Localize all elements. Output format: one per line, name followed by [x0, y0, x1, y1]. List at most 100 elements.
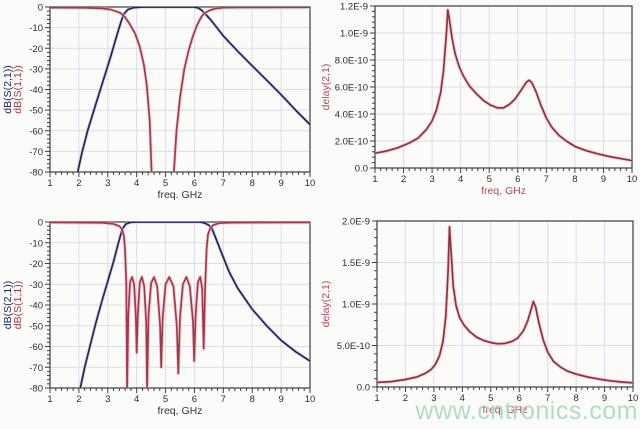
svg-text:3: 3 — [429, 174, 434, 185]
svg-text:4: 4 — [134, 394, 139, 405]
svg-text:5: 5 — [487, 174, 492, 185]
svg-text:9: 9 — [278, 394, 283, 405]
trace-delay-2-1- — [377, 225, 633, 385]
svg-text:6: 6 — [515, 174, 520, 185]
svg-text:4: 4 — [134, 178, 139, 189]
y-axis-title: dB(S(1,1)) — [12, 65, 24, 113]
svg-text:3: 3 — [105, 178, 110, 189]
svg-text:-30: -30 — [29, 64, 43, 75]
svg-text:9: 9 — [278, 178, 283, 189]
chart-svg: 1 2 3 4 5 6 7 8 9 10 2.0E-9 1.5E-9 1.0E-9 5.0E-10 0.0 f… — [320, 217, 639, 417]
trace-db-s-1-1- — [50, 222, 310, 388]
svg-text:6: 6 — [192, 178, 197, 189]
svg-text:0.0: 0.0 — [357, 383, 370, 394]
svg-text:8: 8 — [250, 178, 255, 189]
svg-text:9: 9 — [601, 174, 606, 185]
svg-text:8.0E-10: 8.0E-10 — [335, 56, 368, 67]
svg-text:1: 1 — [372, 174, 377, 185]
svg-text:4: 4 — [460, 393, 465, 404]
x-axis-title: freq, GHz — [158, 405, 203, 417]
svg-text:2: 2 — [403, 393, 408, 404]
svg-text:2: 2 — [401, 174, 406, 185]
svg-text:7: 7 — [545, 393, 550, 404]
svg-text:-20: -20 — [29, 259, 43, 270]
x-axis-ticks — [49, 172, 311, 177]
y-axis-ticks — [370, 5, 375, 169]
trace-db-s-1-1- — [50, 7, 310, 172]
chart-sparams-maximally-flat-bandpass: 1 2 3 4 5 6 7 8 9 10 0 -10 -20 -30 -40 -50 -60 -70 -80 freq… — [0, 0, 320, 215]
svg-text:10: 10 — [305, 178, 316, 189]
svg-text:-10: -10 — [29, 238, 43, 249]
svg-text:8: 8 — [573, 393, 578, 404]
svg-text:-70: -70 — [29, 363, 43, 374]
svg-text:0: 0 — [38, 218, 43, 229]
svg-text:10: 10 — [305, 394, 316, 405]
svg-text:10: 10 — [628, 393, 639, 404]
chart-svg: 1 2 3 4 5 6 7 8 9 10 0 -10 -20 -30 -40 -50 -60 -70 -80 freq… — [2, 218, 315, 418]
svg-text:3: 3 — [105, 394, 110, 405]
x-axis-title: freq, GHz — [481, 185, 526, 197]
svg-text:0: 0 — [38, 3, 43, 14]
svg-text:5: 5 — [163, 394, 168, 405]
x-axis-ticks — [376, 387, 634, 392]
x-axis-title: freq, GHz — [483, 404, 528, 416]
svg-text:5: 5 — [488, 393, 493, 404]
svg-text:0.0: 0.0 — [355, 164, 368, 175]
svg-text:-80: -80 — [29, 168, 43, 179]
y-axis-ticks — [372, 220, 377, 388]
svg-text:1: 1 — [47, 394, 52, 405]
svg-text:2: 2 — [76, 178, 81, 189]
svg-text:10: 10 — [627, 174, 638, 185]
svg-text:4: 4 — [458, 174, 463, 185]
chart-svg: 1 2 3 4 5 6 7 8 9 10 0 -10 -20 -30 -40 -50 -60 -70 -80 freq… — [2, 3, 315, 202]
x-axis-title: freq. GHz — [158, 189, 203, 201]
tick-labels: 1 2 3 4 5 6 7 8 9 10 2.0E-9 1.5E-9 1.0E-9 5.0E-10 0.0 — [337, 217, 639, 405]
svg-text:6: 6 — [192, 394, 197, 405]
svg-text:2.0E-9: 2.0E-9 — [342, 217, 370, 228]
y-axis-title: dB(S(2,1)) — [2, 65, 14, 113]
svg-text:6: 6 — [517, 393, 522, 404]
svg-text:2: 2 — [76, 394, 81, 405]
y-axis-ticks — [45, 6, 50, 173]
svg-text:6.0E-10: 6.0E-10 — [335, 83, 368, 94]
chart-sparams-chebyshev-bandpass: 1 2 3 4 5 6 7 8 9 10 0 -10 -20 -30 -40 -50 -60 -70 -80 freq… — [0, 215, 320, 429]
svg-text:1.5E-9: 1.5E-9 — [342, 258, 370, 269]
svg-text:7: 7 — [221, 394, 226, 405]
svg-text:7: 7 — [544, 174, 549, 185]
svg-text:-50: -50 — [29, 321, 43, 332]
svg-text:-80: -80 — [29, 384, 43, 395]
svg-text:8: 8 — [250, 394, 255, 405]
y-axis-title: delay(2,1) — [320, 281, 332, 328]
svg-text:5: 5 — [163, 178, 168, 189]
chart-group-delay-chebyshev: 1 2 3 4 5 6 7 8 9 10 2.0E-9 1.5E-9 1.0E-9 5.0E-10 0.0 f… — [320, 215, 640, 429]
y-axis-title: delay(2,1) — [320, 64, 332, 111]
svg-text:-10: -10 — [29, 23, 43, 34]
svg-text:-30: -30 — [29, 280, 43, 291]
tick-labels: 1 2 3 4 5 6 7 8 9 10 1.2E-9 1.0E-9 8.0E-10 6.0E-10 4.0… — [335, 2, 638, 186]
svg-text:1: 1 — [47, 178, 52, 189]
gridlines — [375, 6, 632, 168]
svg-text:1.2E-9: 1.2E-9 — [340, 2, 368, 13]
svg-text:3: 3 — [431, 393, 436, 404]
gridlines — [377, 221, 633, 387]
y-axis-title: dB(S(2,1)) — [2, 281, 14, 329]
svg-text:7: 7 — [221, 178, 226, 189]
svg-text:-70: -70 — [29, 147, 43, 158]
svg-text:5.0E-10: 5.0E-10 — [337, 341, 370, 352]
x-axis-ticks — [374, 168, 633, 173]
trace-db-s-2-1- — [78, 222, 310, 388]
y-axis-ticks — [45, 221, 50, 389]
x-axis-ticks — [49, 388, 311, 393]
chart-svg: 1 2 3 4 5 6 7 8 9 10 1.2E-9 1.0E-9 8.0E-10 6.0E-10 4.0… — [320, 2, 638, 198]
svg-text:9: 9 — [602, 393, 607, 404]
svg-text:-60: -60 — [29, 342, 43, 353]
svg-text:-40: -40 — [29, 85, 43, 96]
svg-text:-20: -20 — [29, 44, 43, 55]
trace-delay-2-1- — [375, 8, 632, 163]
tick-labels: 1 2 3 4 5 6 7 8 9 10 0 -10 -20 -30 -40 -50 -60 -70 -80 — [29, 218, 315, 406]
chart-group-delay-maximally-flat: 1 2 3 4 5 6 7 8 9 10 1.2E-9 1.0E-9 8.0E-10 6.0E-10 4.0… — [320, 0, 640, 215]
svg-text:-60: -60 — [29, 126, 43, 137]
svg-text:-40: -40 — [29, 301, 43, 312]
tick-labels: 1 2 3 4 5 6 7 8 9 10 0 -10 -20 -30 -40 -50 -60 -70 -80 — [29, 3, 315, 190]
